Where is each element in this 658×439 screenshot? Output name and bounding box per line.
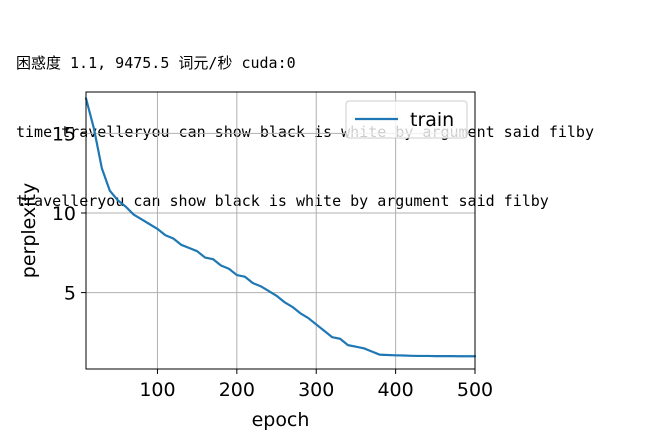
plot-frame <box>85 91 476 370</box>
x-tick-label-300: 300 <box>298 379 334 401</box>
y-tick-label-5: 5 <box>64 283 76 305</box>
legend-label-train: train <box>410 109 454 131</box>
series-line-train <box>84 97 477 358</box>
legend-box <box>345 100 468 139</box>
chart-legend: train <box>345 100 468 139</box>
x-tick-label-100: 100 <box>139 379 175 401</box>
y-tick-label-10: 10 <box>52 203 76 225</box>
x-tick-label-500: 500 <box>457 379 493 401</box>
x-tick-label-200: 200 <box>219 379 255 401</box>
x-tick-label-400: 400 <box>377 379 413 401</box>
axis-ticks: 100 200 300 400 500 5 10 15 <box>52 123 493 401</box>
output-line-metrics: 困惑度 1.1, 9475.5 词元/秒 cuda:0 <box>16 54 296 72</box>
y-axis-label: perplexity <box>18 183 40 278</box>
x-axis-label: epoch <box>252 409 310 431</box>
y-tick-label-15: 15 <box>52 123 76 145</box>
